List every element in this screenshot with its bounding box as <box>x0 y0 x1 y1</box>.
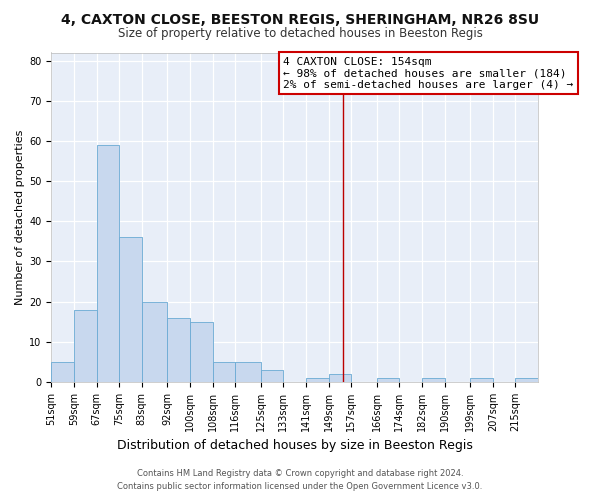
Y-axis label: Number of detached properties: Number of detached properties <box>15 130 25 305</box>
Text: Size of property relative to detached houses in Beeston Regis: Size of property relative to detached ho… <box>118 28 482 40</box>
Text: Contains HM Land Registry data © Crown copyright and database right 2024.
Contai: Contains HM Land Registry data © Crown c… <box>118 470 482 491</box>
Bar <box>470 378 493 382</box>
Bar <box>97 145 119 382</box>
Bar <box>51 362 74 382</box>
Bar <box>142 302 167 382</box>
Bar <box>235 362 261 382</box>
Bar <box>329 374 351 382</box>
Bar <box>377 378 400 382</box>
Bar <box>261 370 283 382</box>
Bar <box>190 322 212 382</box>
X-axis label: Distribution of detached houses by size in Beeston Regis: Distribution of detached houses by size … <box>117 440 473 452</box>
Bar <box>119 238 142 382</box>
Bar <box>306 378 329 382</box>
Text: 4, CAXTON CLOSE, BEESTON REGIS, SHERINGHAM, NR26 8SU: 4, CAXTON CLOSE, BEESTON REGIS, SHERINGH… <box>61 12 539 26</box>
Bar <box>167 318 190 382</box>
Bar <box>422 378 445 382</box>
Text: 4 CAXTON CLOSE: 154sqm
← 98% of detached houses are smaller (184)
2% of semi-det: 4 CAXTON CLOSE: 154sqm ← 98% of detached… <box>283 56 574 90</box>
Bar <box>515 378 538 382</box>
Bar <box>74 310 97 382</box>
Bar <box>212 362 235 382</box>
